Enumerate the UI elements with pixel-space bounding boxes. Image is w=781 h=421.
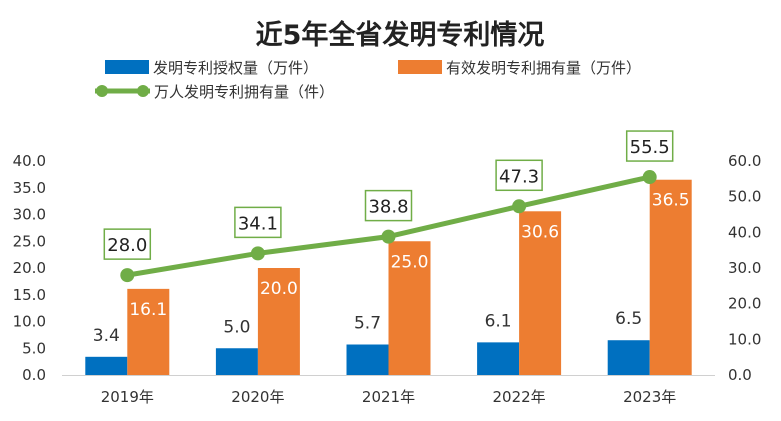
line-per-10k-label: 38.8 bbox=[368, 197, 408, 218]
line-per-10k-marker bbox=[643, 170, 657, 184]
bar-granted-label: 5.7 bbox=[354, 314, 381, 334]
bar-granted-label: 3.4 bbox=[93, 326, 120, 346]
patent-chart: 近5年全省发明专利情况 发明专利授权量（万件） 有效发明专利拥有量（万件） 万人… bbox=[0, 0, 781, 421]
line-per-10k-label: 47.3 bbox=[499, 166, 539, 187]
bar-granted bbox=[216, 348, 258, 375]
x-tick-label: 2021年 bbox=[362, 388, 415, 406]
y-right-tick-label: 50.0 bbox=[728, 188, 761, 206]
chart-title: 近5年全省发明专利情况 bbox=[256, 19, 545, 51]
legend-swatch-valid bbox=[398, 60, 442, 74]
y-left-tick-label: 20.0 bbox=[13, 259, 46, 277]
y-left-tick-label: 35.0 bbox=[13, 179, 46, 197]
legend-marker-per-10k bbox=[96, 85, 108, 97]
bar-valid-label: 20.0 bbox=[260, 279, 298, 299]
y-left-tick-label: 15.0 bbox=[13, 286, 46, 304]
bar-granted bbox=[85, 357, 127, 375]
line-per-10k-marker bbox=[512, 199, 526, 213]
y-left-tick-label: 30.0 bbox=[13, 206, 46, 224]
x-tick-label: 2019年 bbox=[101, 388, 154, 406]
line-per-10k-label: 55.5 bbox=[630, 137, 670, 158]
bar-granted bbox=[347, 345, 389, 375]
y-left-tick-label: 5.0 bbox=[22, 339, 46, 357]
x-tick-label: 2023年 bbox=[623, 388, 676, 406]
bar-granted-label: 6.1 bbox=[485, 311, 512, 331]
bar-granted-label: 5.0 bbox=[223, 317, 250, 337]
y-right-tick-label: 0.0 bbox=[728, 366, 752, 384]
legend-label-per-10k: 万人发明专利拥有量（件） bbox=[154, 83, 334, 101]
y-left-tick-label: 40.0 bbox=[13, 152, 46, 170]
legend-label-valid: 有效发明专利拥有量（万件） bbox=[446, 59, 641, 77]
line-per-10k-label: 34.1 bbox=[238, 213, 278, 234]
legend-label-granted: 发明专利授权量（万件） bbox=[153, 59, 318, 77]
line-per-10k-marker bbox=[251, 246, 265, 260]
x-tick-label: 2020年 bbox=[231, 388, 284, 406]
y-right-tick-label: 30.0 bbox=[728, 259, 761, 277]
bar-granted-label: 6.5 bbox=[615, 309, 642, 329]
x-tick-label: 2022年 bbox=[493, 388, 546, 406]
line-per-10k-label: 28.0 bbox=[107, 235, 147, 256]
y-left-tick-label: 0.0 bbox=[22, 366, 46, 384]
y-right-tick-label: 10.0 bbox=[728, 330, 761, 348]
bar-granted bbox=[608, 340, 650, 375]
y-right-tick-label: 60.0 bbox=[728, 152, 761, 170]
y-right-tick-label: 40.0 bbox=[728, 223, 761, 241]
bar-valid-label: 30.6 bbox=[521, 222, 559, 242]
bar-valid-label: 16.1 bbox=[129, 300, 167, 320]
legend-marker-per-10k-end bbox=[137, 85, 149, 97]
bar-valid-label: 36.5 bbox=[652, 191, 690, 211]
y-left-tick-label: 25.0 bbox=[13, 232, 46, 250]
line-per-10k-marker bbox=[382, 230, 396, 244]
bar-valid-label: 25.0 bbox=[391, 252, 429, 272]
line-per-10k-marker bbox=[120, 268, 134, 282]
y-right-tick-label: 20.0 bbox=[728, 295, 761, 313]
y-left-tick-label: 10.0 bbox=[13, 313, 46, 331]
plot-area: 0.0 5.0 10.0 15.0 20.0 25.0 30.0 35.0 40.0 0.0 10.… bbox=[13, 131, 762, 406]
legend-swatch-granted bbox=[105, 60, 149, 74]
bar-granted bbox=[477, 342, 519, 375]
